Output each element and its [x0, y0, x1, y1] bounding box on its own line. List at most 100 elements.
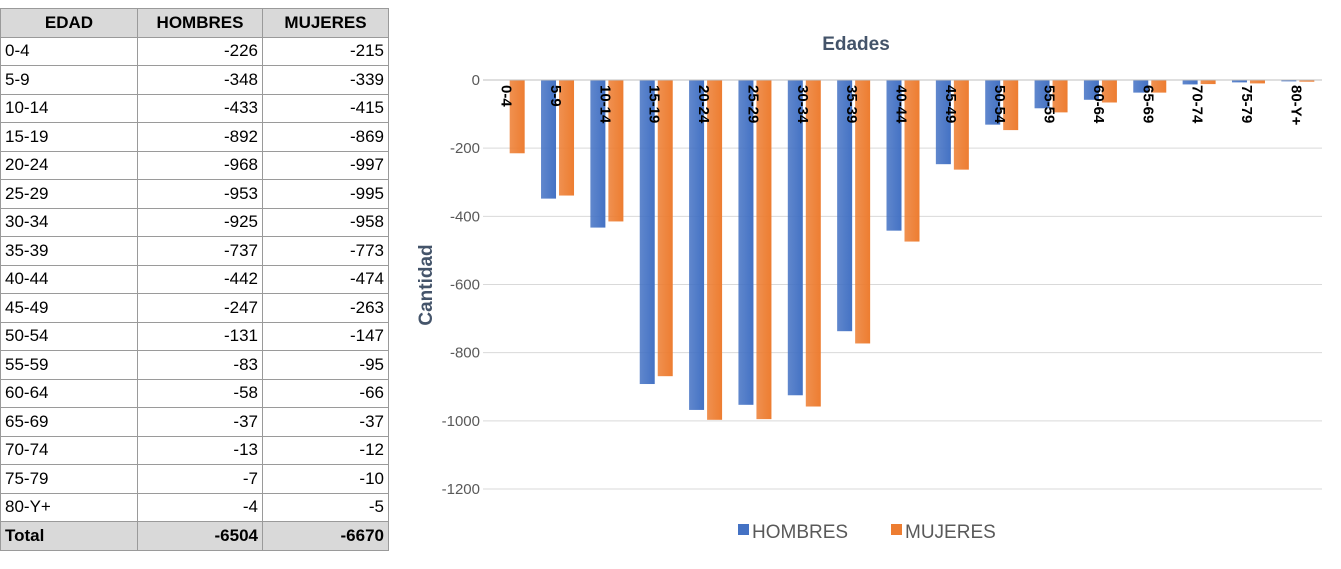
- cell: -37: [262, 407, 389, 437]
- chart: Edades Cantidad 0 -200 -400 -600 -800 -1000 -1…: [416, 34, 1322, 543]
- bar: [1182, 80, 1198, 85]
- cell: -925: [137, 207, 263, 237]
- bar: [657, 80, 673, 377]
- table-row: 50-54 -131 -147: [0, 321, 389, 351]
- x-tick-label: 20-24: [695, 85, 712, 124]
- cell: -215: [262, 36, 389, 66]
- bar: [1083, 80, 1099, 100]
- total-cell: -6504: [137, 521, 263, 551]
- x-tick-label: 25-29: [744, 85, 761, 123]
- cell: -95: [262, 350, 389, 380]
- bar: [953, 80, 969, 170]
- bar: [559, 80, 575, 196]
- cell: 70-74: [0, 435, 138, 465]
- table-row: 20-24 -968 -997: [0, 150, 389, 180]
- cell: 30-34: [0, 207, 138, 237]
- cell: -892: [137, 122, 263, 152]
- cell: -953: [137, 179, 263, 209]
- cell: -433: [137, 93, 263, 123]
- table-row: 25-29 -953 -995: [0, 179, 389, 209]
- x-tick-label: 50-54: [991, 85, 1008, 124]
- x-tick-label: 30-34: [794, 85, 811, 124]
- cell: 10-14: [0, 93, 138, 123]
- table-row: 40-44 -442 -474: [0, 264, 389, 294]
- cell: 40-44: [0, 264, 138, 294]
- table-row: 80-Y+ -4 -5: [0, 492, 389, 522]
- y-tick-label: -400: [450, 208, 480, 225]
- cell: 5-9: [0, 65, 138, 95]
- bar: [855, 80, 871, 344]
- bar: [1052, 80, 1068, 113]
- legend-label: MUJERES: [905, 522, 996, 543]
- header-cell: EDAD: [0, 8, 138, 38]
- bar: [756, 80, 772, 420]
- cell: 20-24: [0, 150, 138, 180]
- bar: [1200, 80, 1216, 85]
- table-row: 35-39 -737 -773: [0, 236, 389, 266]
- x-tick-label: 0-4: [498, 85, 515, 107]
- x-tick-label: 10-14: [596, 85, 613, 124]
- bar: [590, 80, 606, 228]
- cell: 65-69: [0, 407, 138, 437]
- cell: -348: [137, 65, 263, 95]
- cell: -997: [262, 150, 389, 180]
- y-tick-label: -1000: [442, 413, 480, 430]
- bar: [837, 80, 853, 332]
- cell: -958: [262, 207, 389, 237]
- x-tick-label: 65-69: [1139, 85, 1156, 123]
- total-cell: -6670: [262, 521, 389, 551]
- cell: -10: [262, 464, 389, 494]
- bar: [509, 80, 525, 154]
- bar: [1101, 80, 1117, 103]
- table-row: 45-49 -247 -263: [0, 293, 389, 323]
- header-cell: MUJERES: [262, 8, 389, 38]
- bar: [805, 80, 821, 407]
- y-tick-label: -1200: [442, 481, 480, 498]
- x-tick-label: 80-Y+: [1287, 85, 1304, 126]
- total-cell: Total: [0, 521, 138, 551]
- bar: [1034, 80, 1050, 109]
- cell: -263: [262, 293, 389, 323]
- bar: [608, 80, 624, 222]
- cell: -737: [137, 236, 263, 266]
- cell: -131: [137, 321, 263, 351]
- bar: [1281, 80, 1297, 82]
- table-row: 15-19 -892 -869: [0, 122, 389, 152]
- y-axis-title: Cantidad: [416, 244, 437, 325]
- cell: 0-4: [0, 36, 138, 66]
- bar: [738, 80, 754, 405]
- table-row: 0-4 -226 -215: [0, 36, 389, 66]
- cell: -37: [137, 407, 263, 437]
- table-row: 5-9 -348 -339: [0, 65, 389, 95]
- chart-title: Edades: [822, 34, 890, 55]
- cell: 55-59: [0, 350, 138, 380]
- y-tick-label: -600: [450, 277, 480, 294]
- x-tick-label: 70-74: [1189, 85, 1206, 124]
- bar: [707, 80, 723, 420]
- cell: -58: [137, 378, 263, 408]
- bar: [1249, 80, 1265, 84]
- cell: -13: [137, 435, 263, 465]
- table-row: 30-34 -925 -958: [0, 207, 389, 237]
- cell: -474: [262, 264, 389, 294]
- cell: -968: [137, 150, 263, 180]
- table-row: 75-79 -7 -10: [0, 464, 389, 494]
- cell: -415: [262, 93, 389, 123]
- x-tick-label: 45-49: [942, 85, 959, 123]
- cell: -339: [262, 65, 389, 95]
- y-tick-label: -200: [450, 140, 480, 157]
- x-tick-label: 5-9: [547, 85, 564, 107]
- cell: -869: [262, 122, 389, 152]
- x-tick-label: 60-64: [1090, 85, 1107, 124]
- header-row: EDAD HOMBRES MUJERES: [0, 8, 389, 38]
- cell: 35-39: [0, 236, 138, 266]
- x-tick-label: 55-59: [1041, 85, 1058, 123]
- legend-swatch: [891, 524, 902, 535]
- bar: [904, 80, 920, 242]
- cell: -66: [262, 378, 389, 408]
- bar: [1003, 80, 1019, 131]
- total-row: Total -6504 -6670: [0, 521, 389, 551]
- y-tick-label: -800: [450, 345, 480, 362]
- x-tick-label: 40-44: [893, 85, 910, 124]
